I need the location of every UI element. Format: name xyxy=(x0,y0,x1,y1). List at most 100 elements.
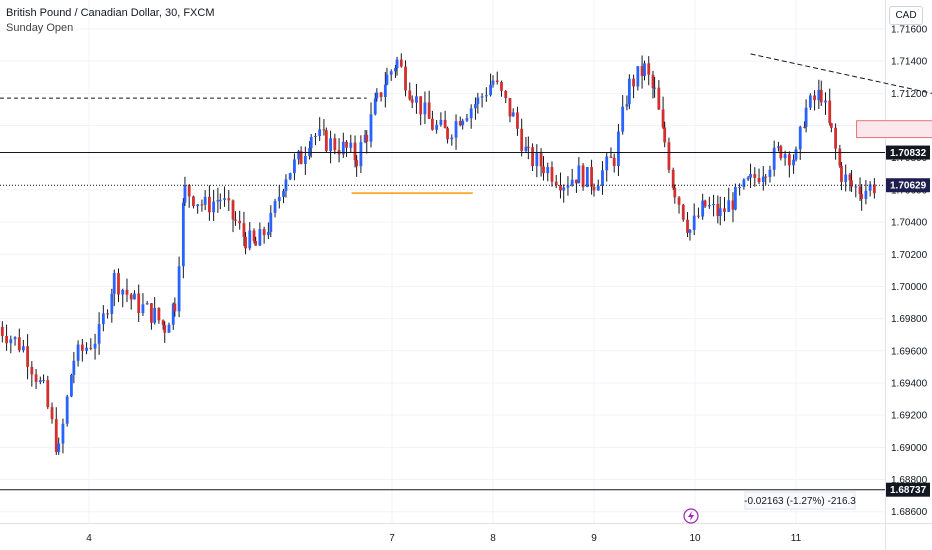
candle-down xyxy=(26,346,29,367)
candle-up xyxy=(643,63,646,76)
candle-up xyxy=(734,187,737,210)
price-axis-tick-label: 1.71600 xyxy=(891,24,928,35)
time-axis-tick-label: 7 xyxy=(389,533,395,544)
candle-down xyxy=(443,119,447,129)
price-axis-tick-label: 1.69200 xyxy=(891,411,928,422)
candle-down xyxy=(89,347,93,349)
candle-up xyxy=(804,107,808,127)
candle-down xyxy=(526,146,530,148)
candle-up xyxy=(70,374,73,397)
candle-down xyxy=(753,174,757,178)
candle-up xyxy=(727,200,731,212)
candle-up xyxy=(223,198,226,200)
candle-up xyxy=(777,146,780,148)
candle-up xyxy=(792,159,795,166)
candle-down xyxy=(575,179,578,184)
price-axis-tick-label: 1.69400 xyxy=(891,378,928,389)
candle-up xyxy=(385,74,389,85)
candle-down xyxy=(872,184,876,194)
candle-down xyxy=(858,186,862,195)
candle-up xyxy=(282,190,285,197)
candle-up xyxy=(183,185,187,203)
candle-up xyxy=(375,92,379,99)
candle-down xyxy=(516,112,519,129)
trend-line[interactable] xyxy=(750,53,932,156)
candle-down xyxy=(813,95,816,101)
candle-up xyxy=(653,87,656,89)
candle-up xyxy=(363,134,367,143)
candle-up xyxy=(707,205,711,207)
candle-up xyxy=(349,142,353,148)
candle-up xyxy=(216,200,220,202)
price-tag-label: 1.68737 xyxy=(890,485,927,496)
price-axis-tick-label: 1.69800 xyxy=(891,314,928,325)
candle-down xyxy=(504,90,508,98)
candle-down xyxy=(559,185,562,191)
candle-up xyxy=(605,156,609,171)
candle-down xyxy=(299,151,303,164)
candle-down xyxy=(399,59,403,67)
candle-down xyxy=(30,366,34,375)
candle-down xyxy=(125,289,129,295)
price-axis-tick-label: 1.68600 xyxy=(891,507,928,518)
candle-up xyxy=(303,155,307,164)
candle-down xyxy=(161,320,165,326)
price-tag xyxy=(886,178,930,193)
candle-up xyxy=(749,174,752,178)
candle-up xyxy=(476,97,480,105)
candle-down xyxy=(550,167,554,182)
candle-up xyxy=(794,149,798,160)
candle-up xyxy=(314,135,317,138)
candle-up xyxy=(167,324,171,333)
candle-down xyxy=(703,200,707,207)
candle-up xyxy=(203,196,207,205)
candle-down xyxy=(671,169,675,188)
candle-up xyxy=(13,337,17,340)
candle-down xyxy=(520,128,524,151)
candle-down xyxy=(345,141,348,148)
candle-down xyxy=(850,180,853,187)
candle-up xyxy=(341,141,345,155)
candle-down xyxy=(803,126,806,128)
currency-badge[interactable]: CAD xyxy=(889,6,923,25)
candle-up xyxy=(439,119,443,125)
candle-up xyxy=(277,196,281,202)
candle-down xyxy=(173,303,177,312)
candle-down xyxy=(632,78,635,87)
candle-down xyxy=(860,194,864,199)
candle-up xyxy=(761,176,765,182)
candle-down xyxy=(365,134,369,142)
candle-up xyxy=(585,167,589,187)
candle-up xyxy=(85,347,88,351)
candle-up xyxy=(454,121,458,138)
candle-down xyxy=(379,92,383,98)
candle-up xyxy=(110,293,114,314)
price-axis-tick-label: 1.69600 xyxy=(891,346,928,357)
candle-up xyxy=(636,66,640,87)
candle-up xyxy=(621,106,625,132)
candle-down xyxy=(446,128,449,140)
candle-up xyxy=(854,186,858,188)
price-axis-tick-label: 1.71400 xyxy=(891,57,928,68)
candle-up xyxy=(511,112,515,117)
candle-down xyxy=(829,123,833,128)
candle-down xyxy=(828,100,832,124)
candle-up xyxy=(21,346,25,351)
candle-up xyxy=(435,124,439,130)
candle-down xyxy=(495,80,499,82)
candle-up xyxy=(297,151,301,160)
candle-down xyxy=(17,337,21,351)
candle-up xyxy=(329,138,332,151)
candle-down xyxy=(117,273,120,295)
price-tag xyxy=(886,145,930,160)
candle-up xyxy=(373,98,377,115)
candle-up xyxy=(701,200,705,217)
lightning-icon[interactable] xyxy=(683,508,699,524)
candle-up xyxy=(746,177,750,180)
candle-up xyxy=(258,229,262,246)
price-axis-tick-label: 1.71200 xyxy=(891,89,928,100)
resistance-zone[interactable] xyxy=(856,120,932,139)
candle-up xyxy=(248,230,252,249)
